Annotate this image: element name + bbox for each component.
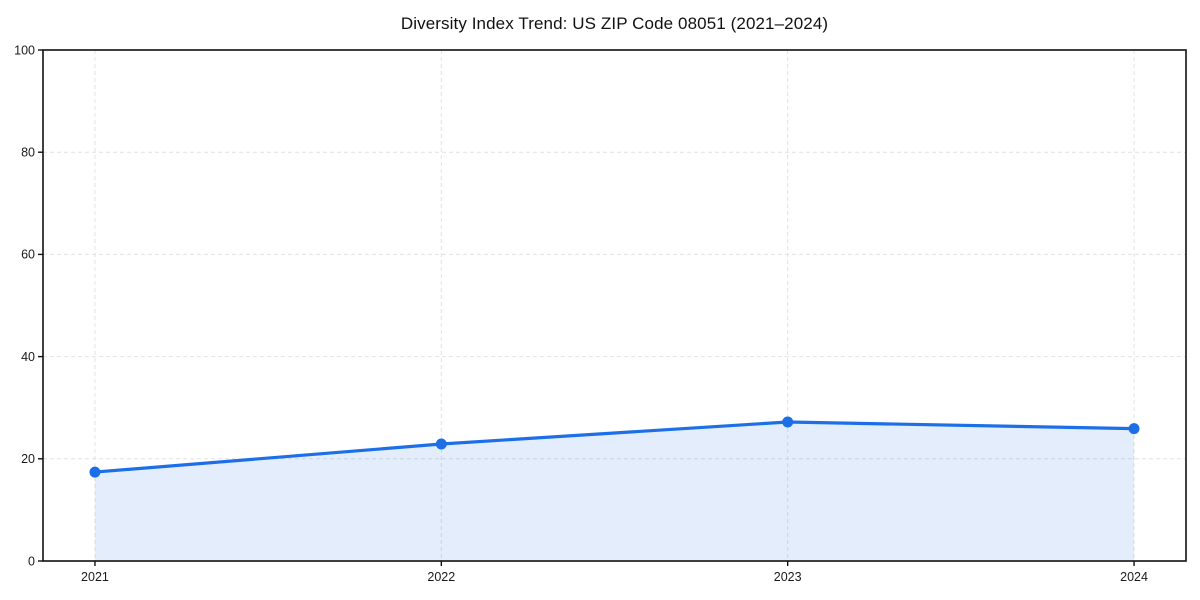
chart-title: Diversity Index Trend: US ZIP Code 08051… [400,14,829,33]
data-point-marker [1128,423,1140,435]
area-fill [94,422,1135,561]
data-point-marker [435,438,447,450]
y-tick-label: 0 [28,554,35,568]
x-tick-label: 2024 [1120,570,1148,584]
y-tick-label: 20 [21,452,35,466]
y-tick-label: 40 [21,350,35,364]
x-tick-label: 2021 [81,570,109,584]
plot-border [42,49,1187,562]
y-tick-label: 80 [21,145,35,159]
y-tick-label: 100 [14,43,35,57]
y-tick-label: 60 [21,248,35,262]
x-tick-label: 2022 [427,570,455,584]
data-point-marker [89,466,101,478]
data-point-marker [782,416,794,428]
data-line [93,420,1136,474]
x-tick-label: 2023 [774,570,802,584]
